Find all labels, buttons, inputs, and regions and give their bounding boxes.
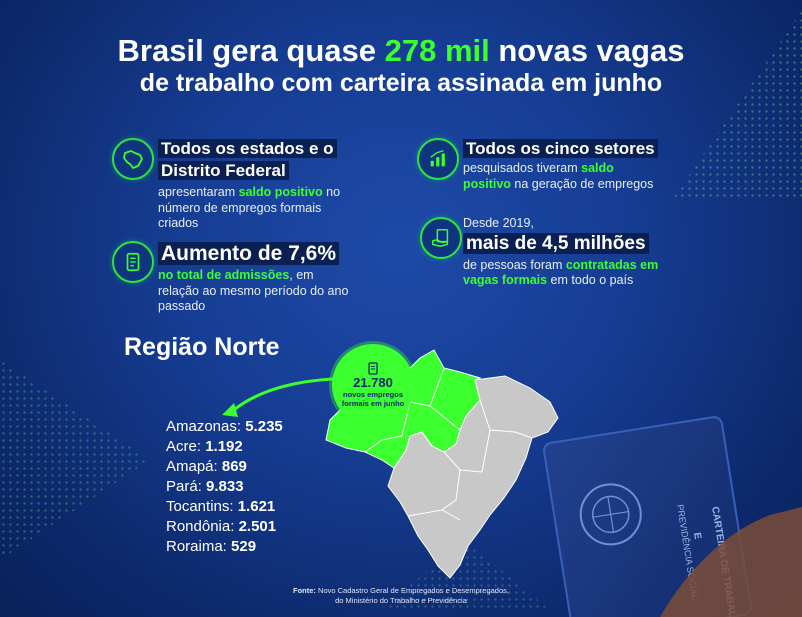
headline-line-1: Brasil gera quase 278 mil novas vagas [117, 33, 685, 68]
arrow-icon [222, 377, 335, 417]
fact-states: Todos os estados e o Distrito Federal ap… [158, 138, 358, 232]
card-text-2: E [691, 532, 703, 541]
badge-label: novos empregos formais em junho [341, 390, 405, 408]
state-stat-row: Pará: 9.833 [166, 477, 283, 497]
region-state-list: Amazonas: 5.235 Acre: 1.192 Amapá: 869 Pará… [166, 417, 283, 557]
fact-admissions-heading: Aumento de 7,6% [158, 241, 358, 267]
state-value: 9.833 [206, 478, 244, 495]
source-note: Fonte: Novo Cadastro Geral de Empregados… [293, 586, 509, 605]
state-stat-row: Amazonas: 5.235 [166, 417, 283, 437]
state-stat-row: Acre: 1.192 [166, 437, 283, 457]
state-value: 2.501 [238, 518, 277, 535]
state-value: 529 [231, 538, 257, 555]
state-name: Rondônia: [166, 518, 235, 535]
fact-sectors-text: pesquisados tiveram saldo positivo na ge… [463, 161, 654, 191]
state-name: Amapá: [166, 458, 218, 475]
region-total-badge: 21.780 novos empregos formais em junho [332, 344, 414, 426]
dot-pattern-left [0, 360, 150, 560]
headline-highlight: 278 mil [384, 33, 490, 68]
fact-sectors-heading: Todos os cinco setores [463, 138, 663, 160]
state-name: Tocantins: [166, 498, 234, 515]
fact-states-heading: Todos os estados e o Distrito Federal [158, 138, 358, 182]
headline: Brasil gera quase 278 mil novas vagas de… [0, 34, 802, 98]
fact-millions: Desde 2019, mais de 4,5 milhões de pesso… [463, 216, 683, 289]
region-title: Região Norte [124, 333, 280, 361]
fact-sectors: Todos os cinco setores pesquisados tiver… [463, 138, 663, 192]
state-value: 5.235 [245, 418, 283, 435]
state-value: 1.621 [237, 498, 276, 515]
state-name: Roraima: [166, 538, 227, 555]
brazil-map-icon [112, 138, 154, 180]
state-stat-row: Tocantins: 1.621 [166, 497, 283, 517]
state-name: Amazonas: [166, 418, 242, 435]
fact-millions-heading: mais de 4,5 milhões [463, 232, 683, 256]
document-icon [368, 362, 378, 375]
state-name: Pará: [166, 478, 202, 495]
state-stat-row: Rondônia: 2.501 [166, 517, 283, 537]
fact-admissions-text: no total de admissões, em relação ao mes… [158, 268, 349, 313]
state-stat-row: Amapá: 869 [166, 457, 283, 477]
hand-card-icon [420, 217, 462, 259]
fact-millions-intro: Desde 2019, [463, 216, 534, 230]
bar-chart-icon [417, 138, 459, 180]
fact-states-text: apresentaram saldo positivo no número de… [158, 185, 341, 230]
fact-millions-text: de pessoas foram contratadas em vagas fo… [463, 257, 659, 288]
state-stat-row: Roraima: 529 [166, 537, 283, 557]
state-name: Acre: [166, 438, 202, 455]
headline-line-2: de trabalho com carteira assinada em jun… [139, 69, 663, 97]
state-value: 1.192 [205, 438, 243, 455]
document-icon [112, 241, 154, 283]
work-card-image: CARTEIRA DE TRABALHO E PREVIDÊNCIA SOCIA… [543, 416, 802, 617]
state-value: 869 [221, 458, 247, 475]
fact-admissions: Aumento de 7,6% no total de admissões, e… [158, 241, 358, 315]
badge-number: 21.780 [353, 375, 393, 390]
